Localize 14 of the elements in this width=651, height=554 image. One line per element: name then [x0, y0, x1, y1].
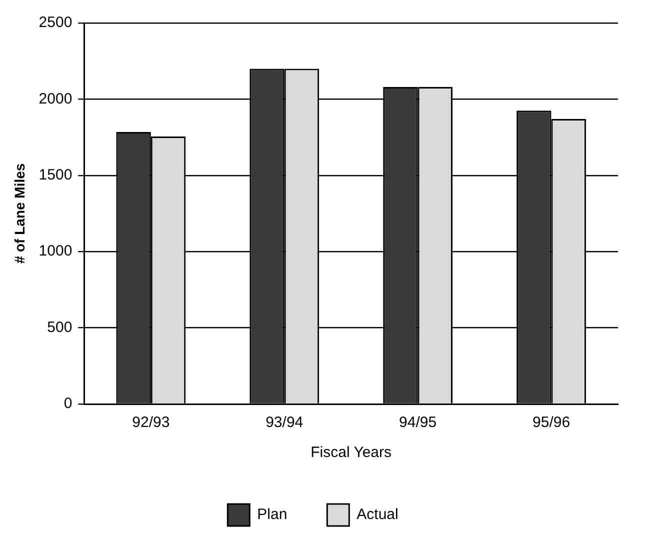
x-tick-label: 94/95: [399, 414, 437, 432]
x-tick-label: 95/96: [532, 414, 570, 432]
y-tick-label: 1000: [38, 242, 72, 260]
x-tick-label: 92/93: [132, 414, 170, 432]
y-tick-label: 500: [47, 318, 72, 336]
legend-label: Actual: [356, 506, 398, 524]
x-axis-title: Fiscal Years: [310, 444, 392, 462]
y-tick-label: 2000: [38, 90, 72, 108]
x-tick-label: 93/94: [266, 414, 304, 432]
y-tick-label: 1500: [38, 166, 72, 184]
y-tick-label: 2500: [38, 14, 72, 32]
y-tick-label: 0: [64, 395, 72, 412]
y-axis-title: # of Lane Miles: [11, 163, 28, 264]
legend-label: Plan: [257, 506, 288, 524]
